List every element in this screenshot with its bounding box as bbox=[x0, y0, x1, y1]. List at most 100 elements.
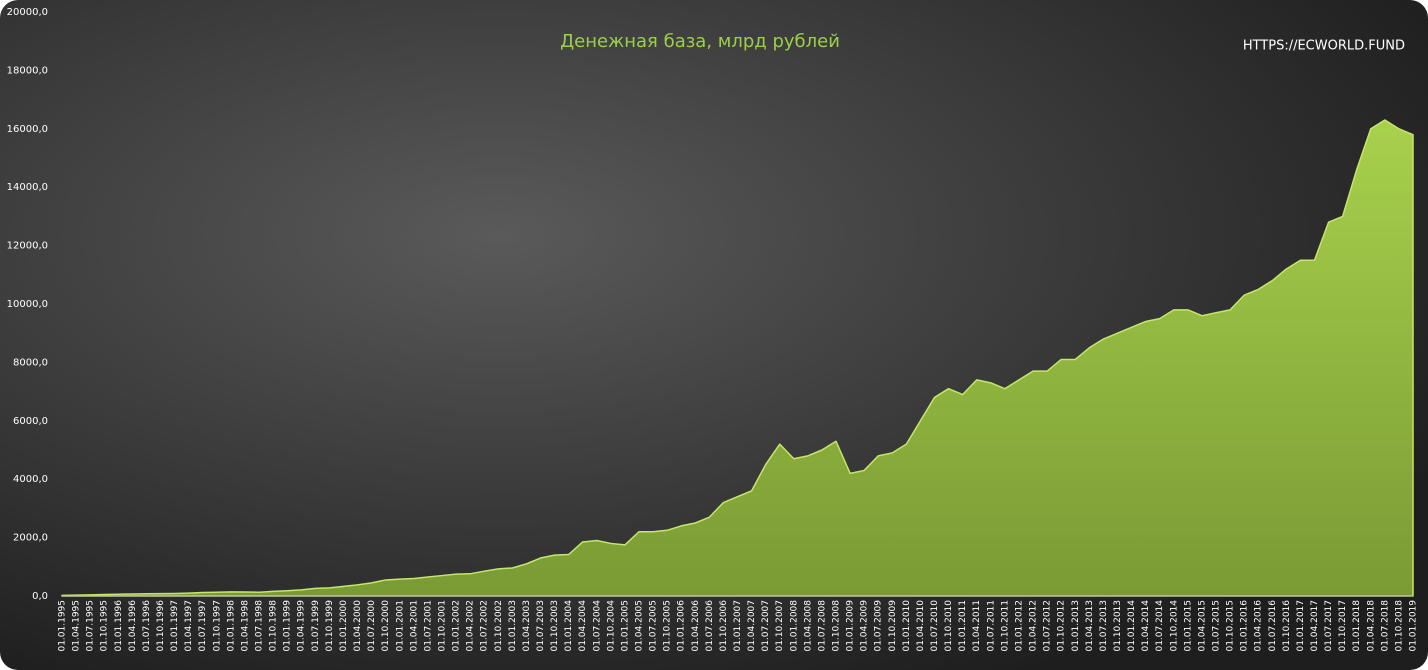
x-tick-label: 01.07.2000 bbox=[367, 600, 377, 652]
x-tick-label: 01.07.2003 bbox=[536, 600, 546, 652]
x-tick-label: 01.10.2015 bbox=[1226, 600, 1236, 652]
x-tick-label: 01.01.2003 bbox=[508, 600, 518, 652]
x-tick-label: 01.01.2006 bbox=[677, 600, 687, 652]
x-tick-label: 01.07.2010 bbox=[930, 600, 940, 652]
y-tick-label: 14000,0 bbox=[7, 182, 48, 193]
x-tick-label: 01.07.2015 bbox=[1211, 600, 1221, 652]
x-tick-label: 01.10.2010 bbox=[944, 600, 954, 652]
x-tick-label: 01.10.2001 bbox=[437, 600, 447, 652]
x-tick-label: 01.04.2011 bbox=[972, 600, 982, 652]
x-tick-label: 01.04.1996 bbox=[128, 600, 138, 652]
x-tick-label: 01.10.2018 bbox=[1394, 600, 1404, 652]
x-tick-label: 01.10.2000 bbox=[381, 600, 391, 652]
x-tick-label: 01.10.1999 bbox=[325, 600, 335, 652]
x-tick-label: 01.10.2008 bbox=[832, 600, 842, 652]
x-tick-label: 01.10.2007 bbox=[775, 600, 785, 652]
x-tick-label: 01.04.1997 bbox=[184, 600, 194, 652]
x-tick-label: 01.07.2014 bbox=[1155, 600, 1165, 652]
x-tick-label: 01.01.2015 bbox=[1183, 600, 1193, 652]
x-tick-label: 01.01.2011 bbox=[958, 600, 968, 652]
x-tick-label: 01.04.1999 bbox=[297, 600, 307, 652]
x-tick-label: 01.07.1998 bbox=[255, 600, 265, 652]
y-tick-label: 10000,0 bbox=[7, 299, 48, 310]
x-tick-label: 01.04.2002 bbox=[466, 600, 476, 652]
x-tick-label: 01.01.2001 bbox=[395, 600, 405, 652]
y-tick-label: 6000,0 bbox=[13, 416, 48, 427]
x-tick-label: 01.01.2000 bbox=[339, 600, 349, 652]
x-tick-label: 01.07.2016 bbox=[1268, 600, 1278, 652]
x-tick-label: 01.04.2008 bbox=[803, 600, 813, 652]
x-tick-label: 01.04.2000 bbox=[353, 600, 363, 652]
x-tick-label: 01.04.1995 bbox=[72, 600, 82, 652]
x-tick-label: 01.10.1996 bbox=[156, 600, 166, 652]
chart-title: Денежная база, млрд рублей bbox=[560, 31, 840, 52]
x-tick-label: 01.07.2008 bbox=[817, 600, 827, 652]
y-tick-label: 0,0 bbox=[32, 591, 48, 602]
x-tick-label: 01.07.2018 bbox=[1380, 600, 1390, 652]
y-tick-label: 2000,0 bbox=[13, 533, 48, 544]
x-tick-label: 01.10.2016 bbox=[1282, 600, 1292, 652]
y-tick-label: 20000,0 bbox=[7, 7, 48, 18]
x-tick-label: 01.04.2001 bbox=[409, 600, 419, 652]
x-tick-label: 01.01.2018 bbox=[1352, 600, 1362, 652]
x-tick-label: 01.01.2017 bbox=[1296, 600, 1306, 652]
x-tick-label: 01.07.1997 bbox=[198, 600, 208, 652]
x-tick-label: 01.10.2014 bbox=[1169, 600, 1179, 652]
x-tick-label: 01.07.2004 bbox=[592, 600, 602, 652]
y-tick-label: 12000,0 bbox=[7, 241, 48, 252]
x-tick-label: 01.01.2014 bbox=[1127, 600, 1137, 652]
x-tick-label: 01.07.2009 bbox=[874, 600, 884, 652]
x-tick-label: 01.04.2013 bbox=[1085, 600, 1095, 652]
x-tick-label: 01.04.2015 bbox=[1197, 600, 1207, 652]
x-tick-label: 01.01.1997 bbox=[170, 600, 180, 652]
area bbox=[61, 119, 1414, 597]
x-tick-label: 01.07.1999 bbox=[311, 600, 321, 652]
x-tick-label: 01.10.2005 bbox=[663, 600, 673, 652]
x-tick-label: 01.10.2011 bbox=[1000, 600, 1010, 652]
x-tick-label: 01.10.2004 bbox=[606, 600, 616, 652]
x-tick-label: 01.10.2002 bbox=[494, 600, 504, 652]
y-tick-label: 4000,0 bbox=[13, 474, 48, 485]
x-tick-label: 01.01.2009 bbox=[846, 600, 856, 652]
y-tick-label: 18000,0 bbox=[7, 65, 48, 76]
x-tick-label: 01.07.2011 bbox=[986, 600, 996, 652]
x-tick-label: 01.10.1995 bbox=[100, 600, 110, 652]
x-tick-label: 01.01.2005 bbox=[620, 600, 630, 652]
x-tick-label: 01.01.2004 bbox=[564, 600, 574, 652]
x-tick-label: 01.01.2016 bbox=[1240, 600, 1250, 652]
x-tick-label: 01.04.2005 bbox=[634, 600, 644, 652]
x-tick-label: 01.04.2012 bbox=[1029, 600, 1039, 652]
x-tick-label: 01.10.2017 bbox=[1338, 600, 1348, 652]
x-tick-label: 01.07.2006 bbox=[705, 600, 715, 652]
x-tick-label: 01.07.2007 bbox=[761, 600, 771, 652]
x-tick-label: 01.10.2012 bbox=[1057, 600, 1067, 652]
x-tick-label: 01.10.2003 bbox=[550, 600, 560, 652]
x-tick-label: 01.10.2006 bbox=[719, 600, 729, 652]
x-tick-label: 01.04.2017 bbox=[1310, 600, 1320, 652]
x-tick-label: 01.04.2014 bbox=[1141, 600, 1151, 652]
x-tick-label: 01.01.2013 bbox=[1071, 600, 1081, 652]
x-tick-label: 01.01.1995 bbox=[58, 600, 68, 652]
x-tick-label: 01.04.2018 bbox=[1366, 600, 1376, 652]
x-tick-label: 01.04.2010 bbox=[916, 600, 926, 652]
x-tick-label: 01.07.2001 bbox=[423, 600, 433, 652]
source: HTTPS://ECWORLD.FUND bbox=[1243, 39, 1405, 54]
x-tick-label: 01.01.1998 bbox=[226, 600, 236, 652]
x-tick-label: 01.01.1999 bbox=[283, 600, 293, 652]
x-tick-label: 01.01.1996 bbox=[114, 600, 124, 652]
x-tick-label: 01.10.1997 bbox=[212, 600, 222, 652]
x-tick-label: 01.04.2003 bbox=[522, 600, 532, 652]
x-tick-label: 01.10.2009 bbox=[888, 600, 898, 652]
x-tick-label: 01.07.2013 bbox=[1099, 600, 1109, 652]
x-tick-label: 01.04.2007 bbox=[747, 600, 757, 652]
x-tick-label: 01.04.2016 bbox=[1254, 600, 1264, 652]
x-tick-label: 01.04.2006 bbox=[691, 600, 701, 652]
x-tick-label: 01.07.2005 bbox=[649, 600, 659, 652]
x-tick-label: 01.01.2007 bbox=[733, 600, 743, 652]
x-tick-label: 01.10.2013 bbox=[1113, 600, 1123, 652]
x-tick-label: 01.04.2004 bbox=[578, 600, 588, 652]
x-tick-label: 01.07.1996 bbox=[142, 600, 152, 652]
x-tick-label: 01.01.2012 bbox=[1014, 600, 1024, 652]
x-tick-label: 01.10.1998 bbox=[269, 600, 279, 652]
